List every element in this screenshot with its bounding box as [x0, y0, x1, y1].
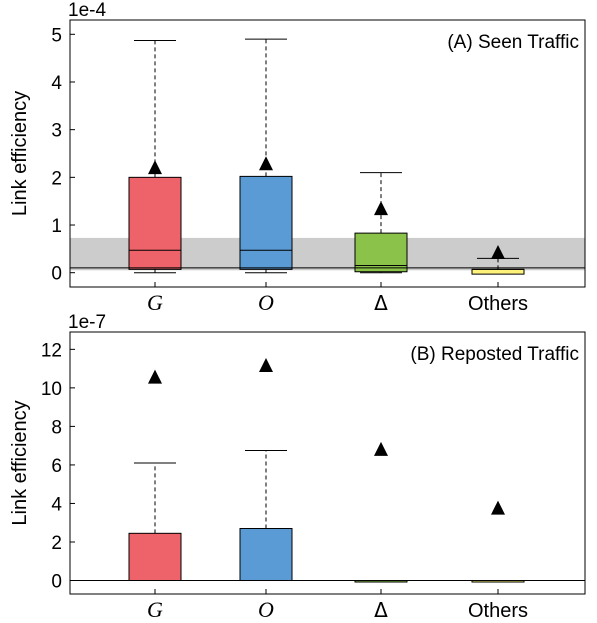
box-body-o: [239, 175, 293, 270]
y-axis-title: Link efficiency: [9, 91, 31, 216]
x-tick-label-delta: Δ: [374, 291, 388, 315]
x-tick-label-o: O: [258, 290, 274, 315]
mean-marker-others: [491, 244, 505, 259]
mean-marker-delta: [374, 441, 388, 456]
box-g: [128, 40, 182, 274]
x-tick-label-delta: Δ: [374, 598, 388, 622]
y-tick-label-10: 10: [41, 379, 62, 400]
y-tick-label-1: 1: [51, 216, 62, 237]
y-tick-label-0: 0: [51, 264, 62, 285]
box-body-others: [471, 268, 525, 275]
y-tick-label-4: 4: [51, 494, 62, 515]
scale-label: 1e-4: [68, 0, 106, 21]
mean-marker-delta: [374, 201, 388, 216]
box-body-g: [128, 532, 182, 582]
plot-frame: [69, 331, 586, 595]
y-tick-label-5: 5: [51, 25, 62, 46]
y-tick-label-12: 12: [41, 340, 62, 361]
y-tick-label-4: 4: [51, 73, 62, 94]
panel-label: (A) Seen Traffic: [447, 32, 579, 53]
box-others: [471, 500, 525, 583]
y-tick-label-2: 2: [51, 533, 62, 554]
box-delta: [354, 441, 408, 583]
x-tick-label-others: Others: [468, 600, 528, 622]
mean-marker-g: [148, 369, 162, 384]
mean-marker-g: [148, 160, 162, 175]
box-body-o: [239, 528, 293, 582]
y-tick-label-8: 8: [51, 417, 62, 438]
panel-reposted-traffic: 0 2 4 6 8 10 12 G O Δ Others 1e-7 (B) Reposted Traff…: [9, 312, 586, 622]
y-tick-label-0: 0: [51, 572, 62, 593]
y-tick-label-6: 6: [51, 456, 62, 477]
panel-label: (B) Reposted Traffic: [410, 344, 579, 365]
plot-frame: [69, 19, 586, 288]
panel-seen-traffic: 0 1 2 3 4 5 G O Δ Others 1e-4 (A) Seen Traffic Link …: [9, 0, 586, 315]
x-tick-label-g: G: [147, 290, 163, 315]
box-g: [128, 369, 182, 582]
mean-marker-others: [491, 500, 505, 515]
y-tick-label-2: 2: [51, 168, 62, 189]
box-o: [239, 38, 293, 274]
x-tick-label-g: G: [147, 597, 163, 622]
mean-marker-o: [259, 156, 273, 171]
x-tick-label-others: Others: [468, 293, 528, 315]
x-tick-label-o: O: [258, 597, 274, 622]
y-tick-label-3: 3: [51, 121, 62, 142]
box-delta: [354, 172, 408, 274]
box-o: [239, 358, 293, 582]
mean-marker-o: [259, 358, 273, 373]
box-body-g: [128, 176, 182, 270]
y-axis-title: Link efficiency: [9, 400, 31, 525]
scale-label: 1e-7: [68, 312, 106, 333]
